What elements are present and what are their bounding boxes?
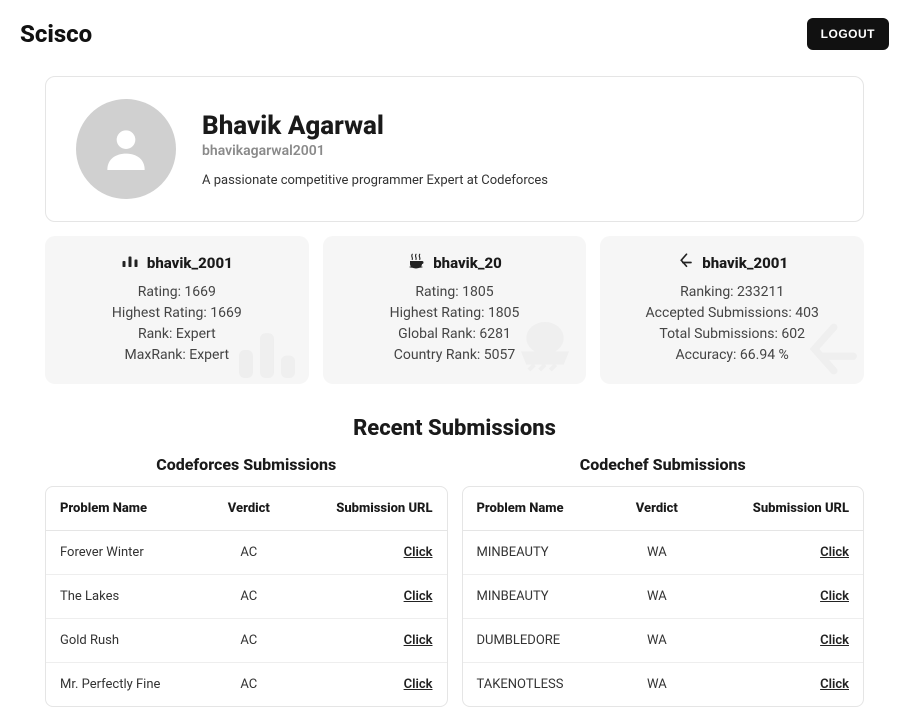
leetcode-icon — [676, 252, 694, 270]
cell-problem: MINBEAUTY — [463, 531, 612, 575]
stat-line: Rating: 1805 — [337, 282, 573, 303]
submission-link[interactable]: Click — [820, 677, 849, 692]
codechef-bg-icon — [510, 314, 580, 378]
stat-handle: bhavik_2001 — [147, 254, 233, 272]
cell-problem: DUMBLEDORE — [463, 619, 612, 663]
codeforces-bg-icon — [231, 322, 303, 378]
submission-link[interactable]: Click — [820, 589, 849, 604]
col-problem: Problem Name — [463, 487, 612, 531]
header: Scisco LOGOUT — [0, 0, 909, 60]
table-row: DUMBLEDOREWA Click — [463, 619, 864, 663]
codechef-icon — [407, 252, 425, 274]
cell-url: Click — [702, 663, 863, 707]
cell-verdict: AC — [205, 619, 292, 663]
cell-url: Click — [292, 663, 446, 707]
cell-verdict: AC — [205, 531, 292, 575]
table-row: MINBEAUTYWA Click — [463, 531, 864, 575]
submissions-table: Problem NameVerdictSubmission URLMINBEAU… — [462, 486, 865, 707]
submission-link[interactable]: Click — [404, 677, 433, 692]
recent-submissions-title: Recent Submissions — [45, 416, 864, 441]
cell-url: Click — [702, 619, 863, 663]
submission-link[interactable]: Click — [820, 633, 849, 648]
cell-url: Click — [702, 531, 863, 575]
table-row: TAKENOTLESSWA Click — [463, 663, 864, 707]
cell-problem: The Lakes — [46, 575, 205, 619]
cell-verdict: AC — [205, 575, 292, 619]
cell-problem: Gold Rush — [46, 619, 205, 663]
stat-line: Ranking: 233211 — [614, 282, 850, 303]
person-icon — [98, 121, 154, 177]
brand-title[interactable]: Scisco — [20, 20, 92, 48]
leetcode-icon — [676, 252, 694, 274]
stat-card-1: bhavik_20Rating: 1805Highest Rating: 180… — [323, 236, 587, 384]
stat-card-0: bhavik_2001 Rating: 1669Highest Rating: 1… — [45, 236, 309, 384]
cell-verdict: WA — [611, 531, 702, 575]
stat-header: bhavik_2001 — [614, 252, 850, 274]
codeforces-icon-bg — [231, 322, 303, 382]
col-url: Submission URL — [292, 487, 446, 531]
profile-description: A passionate competitive programmer Expe… — [202, 173, 548, 188]
submissions-column-0: Codeforces Submissions Problem NameVerdic… — [45, 455, 448, 707]
submissions-row: Codeforces SubmissionsProblem NameVerdic… — [45, 455, 864, 707]
stat-card-2: bhavik_2001Ranking: 233211Accepted Submi… — [600, 236, 864, 384]
profile-handle: bhavikagarwal2001 — [202, 143, 548, 159]
cell-verdict: WA — [611, 663, 702, 707]
table-row: MINBEAUTYWA Click — [463, 575, 864, 619]
cell-url: Click — [292, 619, 446, 663]
cell-url: Click — [292, 575, 446, 619]
submissions-table: Problem NameVerdictSubmission URLForever… — [45, 486, 448, 707]
cell-verdict: AC — [205, 663, 292, 707]
stat-header: bhavik_20 — [337, 252, 573, 274]
cell-problem: MINBEAUTY — [463, 575, 612, 619]
col-verdict: Verdict — [205, 487, 292, 531]
col-problem: Problem Name — [46, 487, 205, 531]
col-url: Submission URL — [702, 487, 863, 531]
profile-card: Bhavik Agarwal bhavikagarwal2001 A passi… — [45, 76, 864, 222]
cell-problem: TAKENOTLESS — [463, 663, 612, 707]
profile-info: Bhavik Agarwal bhavikagarwal2001 A passi… — [202, 111, 548, 188]
stats-row: bhavik_2001 Rating: 1669Highest Rating: 1… — [45, 236, 864, 384]
cell-verdict: WA — [611, 575, 702, 619]
table-row: Gold RushAC Click — [46, 619, 447, 663]
submission-link[interactable]: Click — [404, 545, 433, 560]
profile-name: Bhavik Agarwal — [202, 111, 548, 141]
avatar — [76, 99, 176, 199]
submission-link[interactable]: Click — [404, 589, 433, 604]
cell-url: Click — [292, 531, 446, 575]
leetcode-icon-bg — [800, 320, 858, 382]
submissions-column-1: Codechef Submissions Problem NameVerdictS… — [462, 455, 865, 707]
table-row: Mr. Perfectly FineAC Click — [46, 663, 447, 707]
leetcode-bg-icon — [800, 320, 858, 378]
cell-problem: Mr. Perfectly Fine — [46, 663, 205, 707]
cell-problem: Forever Winter — [46, 531, 205, 575]
submissions-heading: Codechef Submissions — [462, 455, 865, 474]
submissions-heading: Codeforces Submissions — [45, 455, 448, 474]
stat-line: Rating: 1669 — [59, 282, 295, 303]
codeforces-icon — [121, 252, 139, 270]
codeforces-icon — [121, 252, 139, 274]
submission-link[interactable]: Click — [404, 633, 433, 648]
codechef-icon-bg — [510, 314, 580, 382]
submission-link[interactable]: Click — [820, 545, 849, 560]
cell-verdict: WA — [611, 619, 702, 663]
table-row: The LakesAC Click — [46, 575, 447, 619]
stat-handle: bhavik_20 — [433, 254, 502, 272]
codechef-icon — [407, 252, 425, 270]
table-row: Forever WinterAC Click — [46, 531, 447, 575]
stat-line: Highest Rating: 1669 — [59, 303, 295, 324]
col-verdict: Verdict — [611, 487, 702, 531]
cell-url: Click — [702, 575, 863, 619]
logout-button[interactable]: LOGOUT — [807, 18, 889, 50]
stat-handle: bhavik_2001 — [702, 254, 788, 272]
stat-header: bhavik_2001 — [59, 252, 295, 274]
